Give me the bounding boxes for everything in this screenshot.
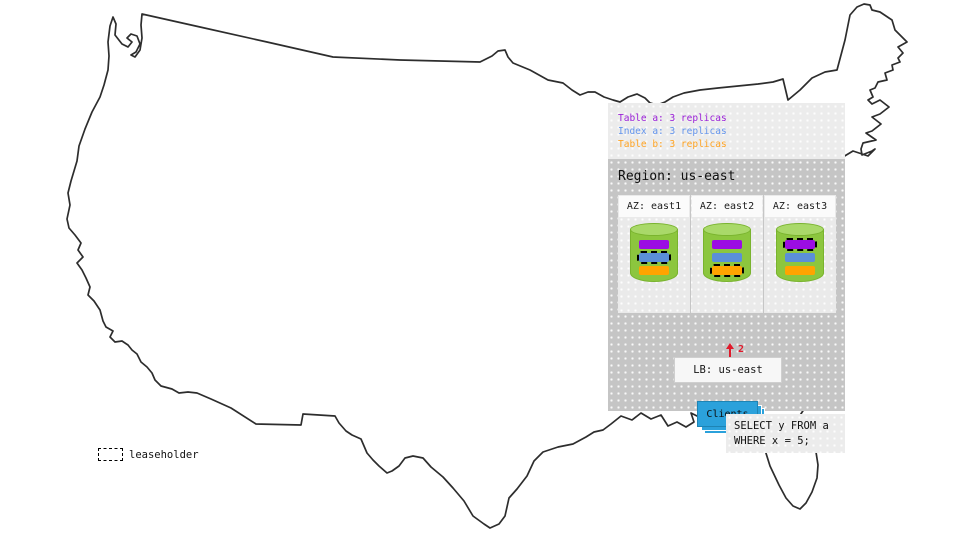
replica-index-a-leaseholder xyxy=(637,251,671,264)
region-box: Region: us-east AZ: east1 xyxy=(608,159,845,434)
replica-table-a xyxy=(710,238,744,251)
cylinder-top xyxy=(703,223,751,236)
az-east1-label: AZ: east1 xyxy=(619,196,689,217)
arrow-up-icon xyxy=(726,343,734,349)
region-title: Region: us-east xyxy=(618,169,736,184)
leaseholder-swatch-icon xyxy=(98,448,123,461)
az-east2-node-cylinder xyxy=(703,223,751,287)
replica-index-a xyxy=(783,251,817,264)
leaseholder-legend: leaseholder xyxy=(98,448,199,461)
region-panel: Table a: 3 replicas Index a: 3 replicas … xyxy=(608,103,845,434)
arrow-shaft xyxy=(729,348,731,359)
replica-legend-table-a: Table a: 3 replicas xyxy=(618,113,727,124)
request-arrow: 2 xyxy=(726,343,746,359)
replica-table-b xyxy=(783,264,817,277)
cylinder-top xyxy=(630,223,678,236)
replica-table-a xyxy=(637,238,671,251)
replica-legend-table-b: Table b: 3 replicas xyxy=(618,139,727,150)
sql-query-box: SELECT y FROM a WHERE x = 5; xyxy=(726,414,845,453)
replica-legend-index-a: Index a: 3 replicas xyxy=(618,126,727,137)
leaseholder-legend-label: leaseholder xyxy=(129,448,199,461)
load-balancer-box: LB: us-east xyxy=(674,357,782,383)
replica-table-a-leaseholder xyxy=(783,238,817,251)
cylinder-top xyxy=(776,223,824,236)
az-east1: AZ: east1 xyxy=(618,195,690,313)
sql-query-line2: WHERE x = 5; xyxy=(734,435,810,447)
request-step-label: 2 xyxy=(738,344,745,355)
replica-table-b xyxy=(637,264,671,277)
az-east2-label: AZ: east2 xyxy=(692,196,762,217)
az-east3-label: AZ: east3 xyxy=(765,196,835,217)
az-east1-node-cylinder xyxy=(630,223,678,287)
az-east3-node-cylinder xyxy=(776,223,824,287)
az-east3: AZ: east3 xyxy=(763,195,836,313)
replica-legend: Table a: 3 replicas Index a: 3 replicas … xyxy=(608,103,845,159)
replica-index-a xyxy=(710,251,744,264)
sql-query-line1: SELECT y FROM a xyxy=(734,420,829,432)
az-east2: AZ: east2 xyxy=(690,195,763,313)
replica-table-b-leaseholder xyxy=(710,264,744,277)
az-container: AZ: east1 AZ: east2 xyxy=(618,195,836,313)
